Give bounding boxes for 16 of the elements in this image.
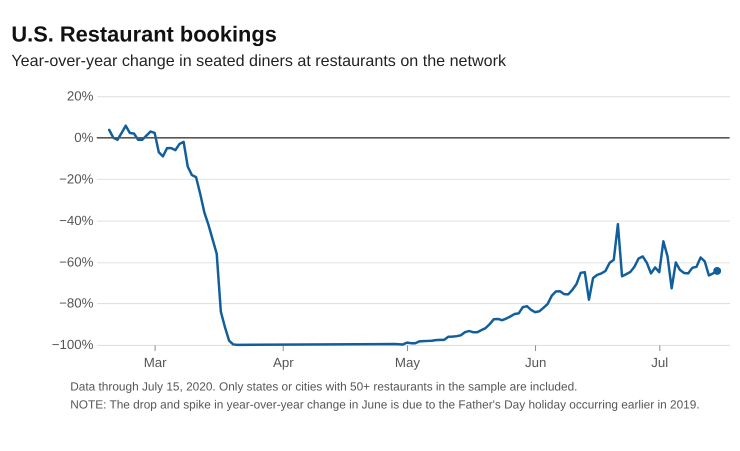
y-tick-label: −60% xyxy=(59,254,94,270)
x-tick-label: May xyxy=(394,355,420,370)
y-tick-label: −100% xyxy=(52,337,94,352)
y-tick-label: 0% xyxy=(74,130,94,146)
text: Data through July 15, 2020. Only states or cities with 50+ restaurants in the sample are included. xyxy=(70,379,578,394)
x-tick-label: Mar xyxy=(144,355,168,370)
chart-subtitle: Year-over-year change in seated diners at restaurants on the network xyxy=(11,52,507,70)
text: NOTE: The drop and spike in year-over-year change in June is due to the Father's Day holiday occurring earlier in 2019. xyxy=(70,397,700,412)
y-tick-label: −80% xyxy=(59,296,94,311)
x-tick-label: Jun xyxy=(524,355,546,370)
chart-title: U.S. Restaurant bookings xyxy=(11,21,277,46)
y-tick-label: 20% xyxy=(66,88,94,104)
y-tick-label: −20% xyxy=(59,171,94,186)
x-tick-label: Jul xyxy=(651,355,668,370)
y-tick-label: −40% xyxy=(59,212,94,228)
x-tick-label: Apr xyxy=(273,355,294,370)
